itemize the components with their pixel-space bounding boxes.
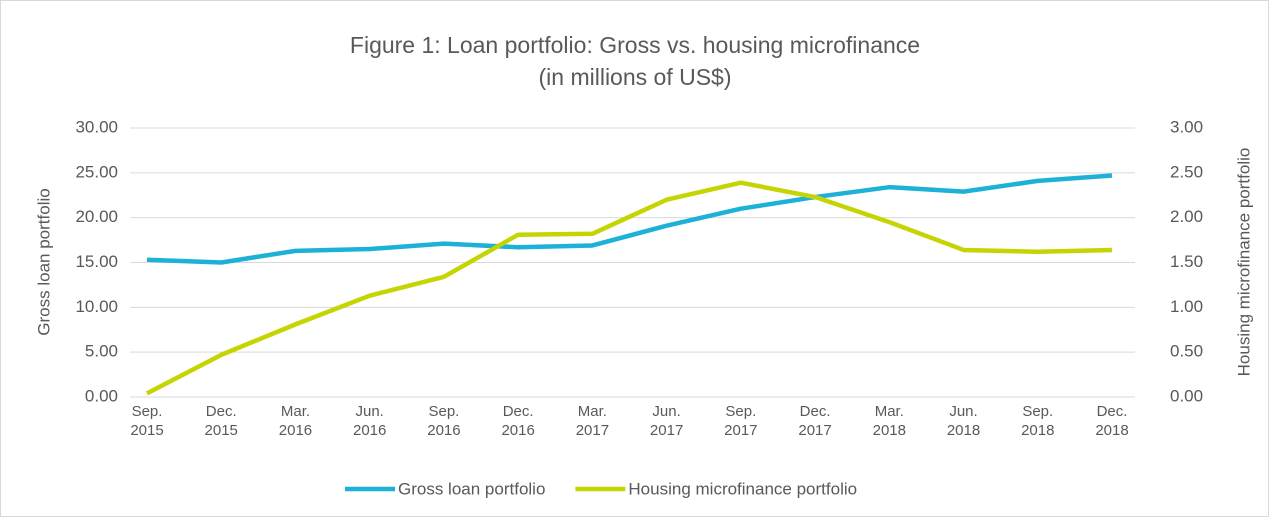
y2-tick-label: 0.50 (1170, 342, 1203, 361)
x-tick-label: Dec. 2018 (1095, 403, 1129, 439)
y-tick-label: 0.00 (85, 386, 118, 405)
x-tick-label: Dec. 2017 (798, 403, 832, 439)
y-tick-label: 20.00 (75, 207, 118, 226)
series-line (145, 180, 1113, 396)
x-tick-label: Mar. 2017 (575, 403, 610, 439)
x-tick-label: Sep. 2017 (724, 403, 758, 439)
x-tick-label: Dec. 2016 (501, 403, 535, 439)
x-tick-label: Jun. 2017 (649, 403, 684, 439)
y2-tick-label: 0.00 (1170, 386, 1203, 405)
x-tick-label: Jun. 2018 (946, 403, 981, 439)
series-line (146, 173, 1113, 265)
legend-label: Gross loan portfolio (398, 479, 545, 498)
chart-title: Figure 1: Loan portfolio: Gross vs. hous… (350, 32, 920, 58)
y-tick-label: 30.00 (75, 117, 118, 136)
y-tick-label: 10.00 (75, 297, 118, 316)
chart-subtitle: (in millions of US$) (539, 64, 732, 90)
y-tick-label: 5.00 (85, 342, 118, 361)
x-tick-label: Mar. 2018 (872, 403, 906, 439)
y-tick-label: 25.00 (75, 162, 118, 181)
x-tick-label: Sep. 2015 (130, 403, 164, 439)
y2-tick-label: 3.00 (1170, 117, 1203, 136)
y-axis-label: Gross loan portfolio (34, 188, 53, 335)
legend-label: Housing microfinance portfolio (628, 479, 857, 498)
y-tick-label: 15.00 (75, 252, 118, 271)
y2-axis-label: Housing microfinance portfolio (1234, 148, 1253, 377)
y2-tick-label: 1.50 (1170, 252, 1203, 271)
x-tick-label: Jun. 2016 (353, 403, 387, 439)
x-tick-label: Sep. 2018 (1021, 403, 1055, 439)
x-tick-label: Sep. 2016 (427, 403, 461, 439)
y2-tick-label: 1.00 (1170, 297, 1203, 316)
x-tick-label: Dec. 2015 (204, 403, 238, 439)
x-tick-label: Mar. 2016 (278, 403, 313, 439)
y2-tick-label: 2.50 (1170, 162, 1203, 181)
y2-tick-label: 2.00 (1170, 207, 1203, 226)
